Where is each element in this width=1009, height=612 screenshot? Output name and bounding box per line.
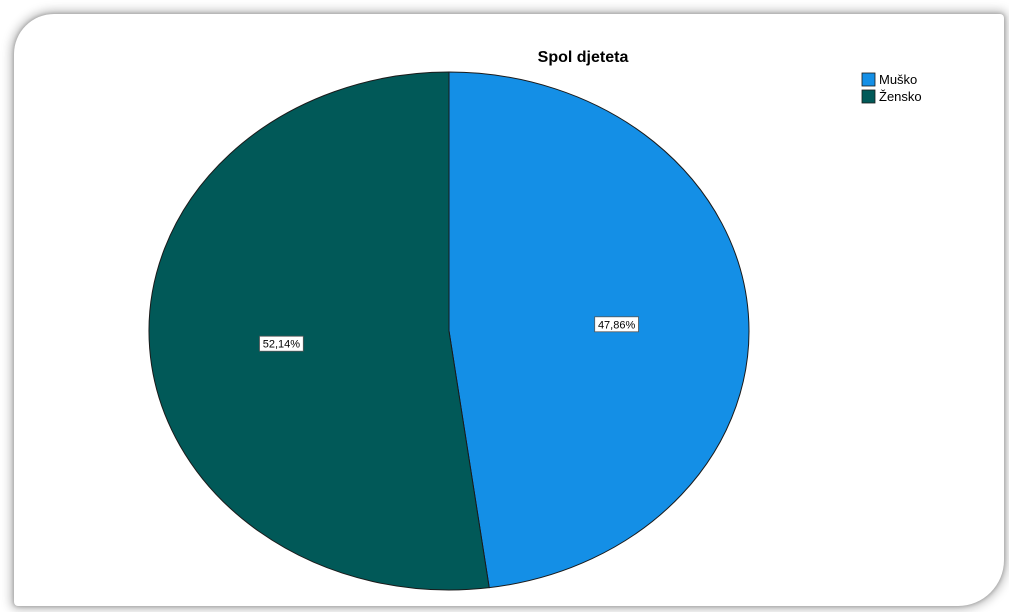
pie-slices [148,71,750,591]
legend: Muško Žensko [861,72,922,104]
slice-label-box-1 [259,335,304,352]
slice-label-1: 52,14% [263,339,301,351]
legend-swatch-1 [861,89,876,104]
slice-label-0: 47,86% [598,319,636,331]
legend-label-1: Žensko [879,89,922,104]
chart-title: Spol djeteta [538,49,629,66]
slice-label-box-0 [594,316,639,333]
legend-swatch-0 [861,72,876,87]
legend-label-0: Muško [879,72,917,87]
pie-slice-1 [148,71,490,591]
slice-labels: 47,86% 52,14% [259,316,639,352]
